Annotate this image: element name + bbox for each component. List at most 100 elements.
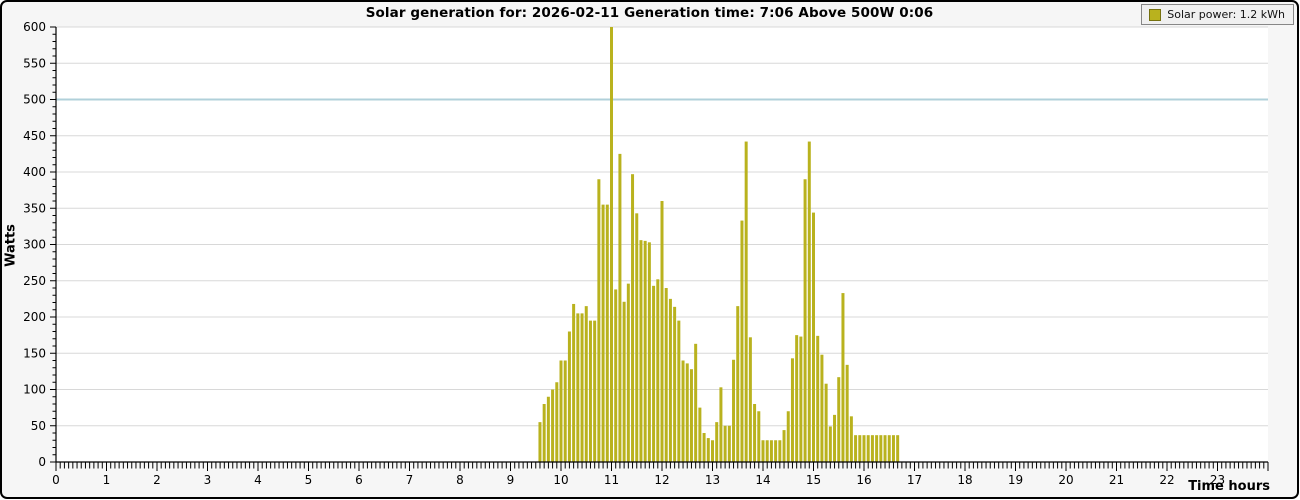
- solar-bar: [732, 359, 736, 462]
- solar-bar: [597, 179, 601, 462]
- solar-bar: [744, 141, 748, 463]
- x-tick-label: 23: [1210, 473, 1225, 487]
- solar-bar: [601, 204, 605, 462]
- solar-bar: [702, 433, 706, 462]
- solar-bar: [584, 306, 588, 462]
- solar-bar: [778, 440, 782, 462]
- x-tick-label: 19: [1008, 473, 1023, 487]
- solar-bar: [845, 364, 849, 462]
- y-tick-label: 150: [23, 346, 46, 360]
- solar-bar: [551, 389, 555, 462]
- solar-bar: [849, 416, 853, 462]
- solar-bar: [580, 313, 584, 462]
- solar-bar: [559, 360, 563, 462]
- solar-bar: [774, 440, 778, 462]
- y-tick-label: 400: [23, 165, 46, 179]
- solar-bar: [652, 285, 656, 462]
- x-tick-label: 22: [1159, 473, 1174, 487]
- y-tick-label: 450: [23, 129, 46, 143]
- x-tick-label: 14: [755, 473, 770, 487]
- solar-bar: [563, 360, 567, 462]
- x-tick-label: 6: [355, 473, 363, 487]
- solar-bar: [593, 320, 597, 462]
- x-tick-label: 4: [254, 473, 262, 487]
- solar-bar: [769, 440, 773, 462]
- y-tick-label: 100: [23, 383, 46, 397]
- solar-bar: [782, 430, 786, 462]
- solar-bar: [715, 422, 719, 462]
- solar-bar: [887, 435, 891, 462]
- solar-bar: [875, 435, 879, 462]
- solar-bar: [866, 435, 870, 462]
- solar-bar: [837, 377, 841, 462]
- solar-bar: [803, 179, 807, 462]
- x-tick-label: 1: [103, 473, 111, 487]
- y-tick-label: 50: [31, 419, 46, 433]
- solar-bar: [610, 27, 613, 462]
- solar-bar: [870, 435, 874, 462]
- solar-bar: [833, 414, 837, 462]
- x-tick-label: 20: [1058, 473, 1073, 487]
- x-tick-label: 11: [604, 473, 619, 487]
- y-tick-label: 600: [23, 20, 46, 34]
- y-tick-label: 200: [23, 310, 46, 324]
- solar-bar: [841, 293, 845, 462]
- y-tick-label: 500: [23, 93, 46, 107]
- solar-bar: [854, 435, 858, 462]
- solar-bar: [711, 440, 714, 462]
- solar-bar: [677, 320, 681, 462]
- legend: Solar power: 1.2 kWh: [1141, 4, 1294, 25]
- x-tick-label: 21: [1109, 473, 1124, 487]
- x-tick-label: 18: [957, 473, 972, 487]
- solar-bar: [879, 435, 883, 462]
- x-axis-title: Time hours: [1188, 479, 1270, 494]
- solar-bar: [689, 369, 693, 462]
- x-tick-label: 15: [806, 473, 821, 487]
- legend-label: Solar power: 1.2 kWh: [1167, 8, 1285, 21]
- legend-swatch-icon: [1149, 8, 1162, 21]
- solar-bar: [795, 335, 799, 462]
- y-axis-title: Watts: [3, 224, 19, 267]
- solar-bar: [753, 404, 757, 462]
- solar-bar: [736, 306, 740, 462]
- solar-bar: [618, 153, 622, 462]
- solar-bar: [656, 279, 660, 462]
- y-tick-label: 550: [23, 56, 46, 70]
- solar-bar: [790, 358, 794, 462]
- solar-bar: [643, 240, 647, 462]
- solar-bar: [824, 383, 828, 462]
- solar-bar: [719, 387, 723, 462]
- x-tick-label: 7: [406, 473, 414, 487]
- solar-bar: [694, 343, 698, 462]
- x-tick-label: 13: [705, 473, 720, 487]
- solar-bar: [626, 283, 630, 462]
- solar-bar: [757, 411, 761, 462]
- solar-bar: [685, 363, 689, 462]
- solar-bar: [567, 331, 571, 462]
- solar-bar: [761, 440, 765, 462]
- solar-bar: [614, 289, 618, 462]
- x-tick-label: 17: [907, 473, 922, 487]
- solar-bar: [588, 320, 592, 462]
- x-tick-label: 12: [654, 473, 669, 487]
- solar-bar: [748, 337, 752, 462]
- y-tick-label: 0: [38, 455, 46, 469]
- solar-bar: [883, 435, 887, 462]
- solar-bar: [639, 240, 643, 462]
- x-tick-label: 2: [153, 473, 161, 487]
- solar-bar: [820, 354, 824, 462]
- solar-bar: [605, 204, 609, 462]
- x-tick-label: 5: [305, 473, 313, 487]
- solar-bar: [812, 212, 815, 462]
- solar-bar: [572, 303, 576, 462]
- y-tick-label: 350: [23, 201, 46, 215]
- solar-bar: [816, 335, 820, 462]
- solar-bar: [727, 425, 731, 462]
- solar-bar: [765, 440, 769, 462]
- y-tick-label: 300: [23, 238, 46, 252]
- solar-bar: [631, 174, 635, 463]
- x-tick-label: 9: [507, 473, 515, 487]
- solar-bar: [635, 213, 639, 462]
- solar-bar: [858, 435, 862, 462]
